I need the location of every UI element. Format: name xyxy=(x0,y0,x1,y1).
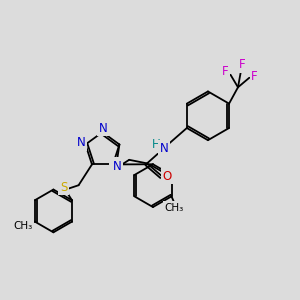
Text: N: N xyxy=(113,160,122,173)
Text: CH₃: CH₃ xyxy=(14,221,33,231)
Text: O: O xyxy=(163,170,172,183)
Text: H: H xyxy=(152,138,160,152)
Text: S: S xyxy=(60,181,68,194)
Text: N: N xyxy=(160,142,168,155)
Text: CH₃: CH₃ xyxy=(165,203,184,213)
Text: N: N xyxy=(77,136,85,149)
Text: F: F xyxy=(251,70,258,83)
Text: S: S xyxy=(111,159,118,172)
Text: F: F xyxy=(239,58,246,71)
Text: N: N xyxy=(99,122,108,134)
Text: F: F xyxy=(222,65,229,78)
